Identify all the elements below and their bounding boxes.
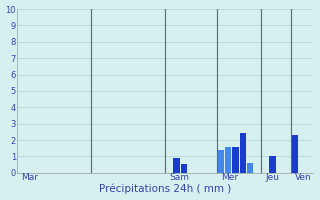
Text: Mar: Mar: [21, 173, 38, 182]
Bar: [218, 150, 224, 173]
Bar: [225, 147, 231, 173]
Bar: [292, 135, 298, 173]
Bar: [269, 156, 276, 173]
Bar: [247, 163, 253, 173]
Bar: [181, 164, 187, 173]
Text: Jeu: Jeu: [265, 173, 279, 182]
Text: Ven: Ven: [295, 173, 311, 182]
Bar: [232, 147, 239, 173]
Bar: [240, 133, 246, 173]
Text: Mer: Mer: [221, 173, 238, 182]
Bar: [173, 158, 180, 173]
Text: Sam: Sam: [169, 173, 189, 182]
X-axis label: Précipitations 24h ( mm ): Précipitations 24h ( mm ): [99, 184, 231, 194]
